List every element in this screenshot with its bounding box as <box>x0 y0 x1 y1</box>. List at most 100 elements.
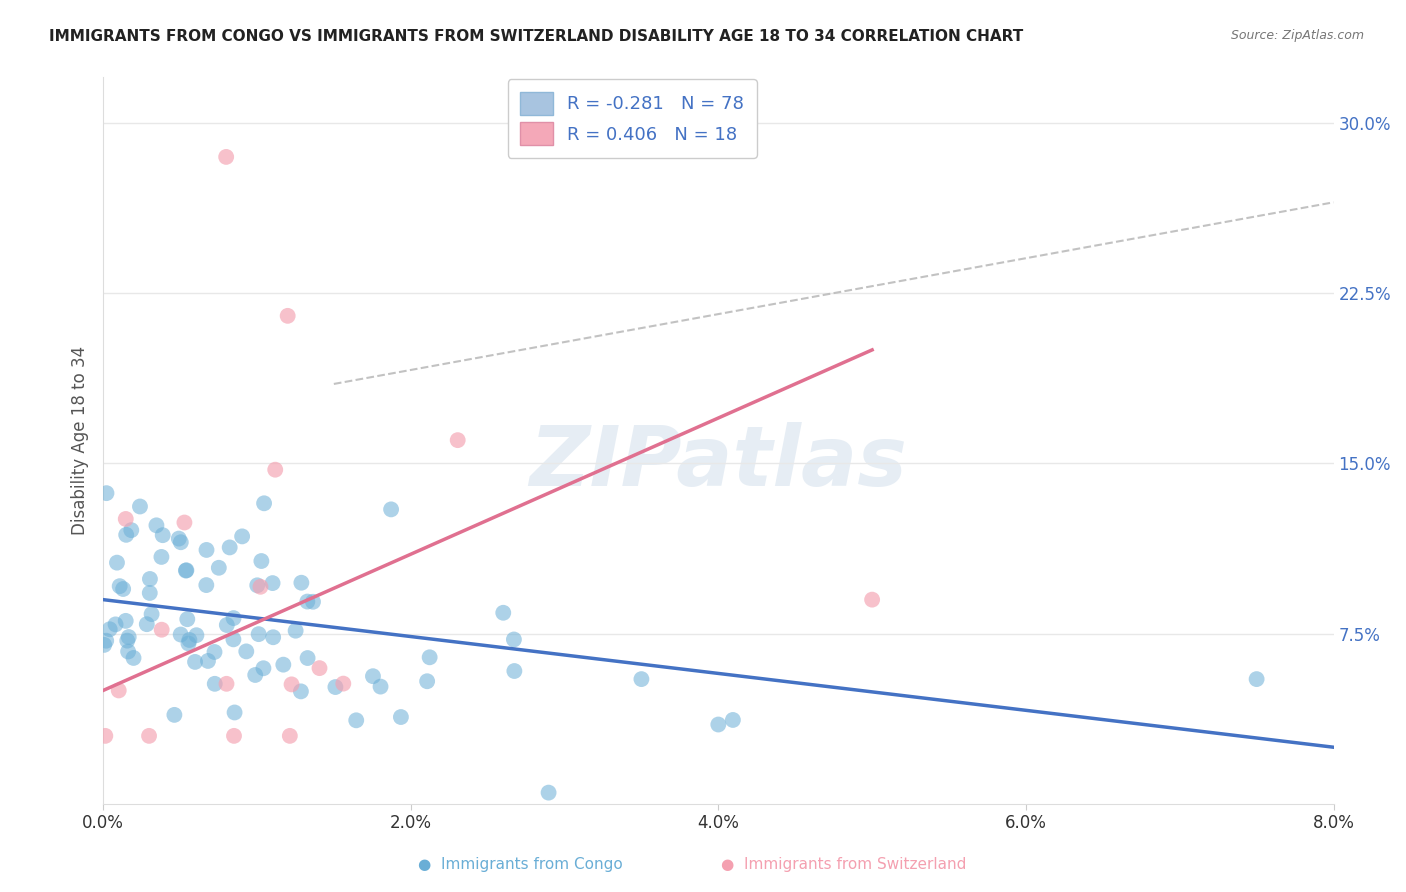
Point <box>224 706 246 720</box>
Point <box>184 655 207 669</box>
Point <box>107 683 129 698</box>
Point <box>139 586 162 600</box>
Point <box>105 556 128 570</box>
Point <box>179 632 201 647</box>
Point <box>247 627 270 641</box>
Point <box>145 518 167 533</box>
Point <box>630 672 652 686</box>
Point <box>332 676 354 690</box>
Point <box>325 680 347 694</box>
Point <box>96 633 118 648</box>
Point <box>195 578 218 592</box>
Point <box>129 500 152 514</box>
Point <box>245 668 267 682</box>
Point <box>370 680 392 694</box>
Point <box>186 628 208 642</box>
Point <box>195 543 218 558</box>
Point <box>120 523 142 537</box>
Point <box>117 633 139 648</box>
Point <box>150 623 173 637</box>
Point <box>122 651 145 665</box>
Point <box>176 563 198 577</box>
Text: ●  Immigrants from Switzerland: ● Immigrants from Switzerland <box>721 857 966 872</box>
Point <box>98 622 121 636</box>
Point <box>262 630 284 644</box>
Point <box>222 729 245 743</box>
Point <box>1246 672 1268 686</box>
Point <box>135 617 157 632</box>
Point <box>114 512 136 526</box>
Point <box>284 624 307 638</box>
Point <box>204 645 226 659</box>
Point <box>173 516 195 530</box>
Point <box>721 713 744 727</box>
Point <box>860 592 883 607</box>
Point <box>253 496 276 510</box>
Point <box>215 150 238 164</box>
Point <box>118 630 141 644</box>
Point <box>707 717 730 731</box>
Point <box>141 607 163 621</box>
Point <box>174 564 197 578</box>
Text: Source: ZipAtlas.com: Source: ZipAtlas.com <box>1230 29 1364 42</box>
Point <box>344 714 367 728</box>
Point <box>503 632 526 647</box>
Point <box>503 664 526 678</box>
Point <box>115 528 138 542</box>
Point <box>152 528 174 542</box>
Legend: R = -0.281   N = 78, R = 0.406   N = 18: R = -0.281 N = 78, R = 0.406 N = 18 <box>508 79 756 158</box>
Point <box>139 572 162 586</box>
Point <box>380 502 402 516</box>
Point <box>114 614 136 628</box>
Point <box>308 661 330 675</box>
Point <box>93 638 115 652</box>
Text: IMMIGRANTS FROM CONGO VS IMMIGRANTS FROM SWITZERLAND DISABILITY AGE 18 TO 34 COR: IMMIGRANTS FROM CONGO VS IMMIGRANTS FROM… <box>49 29 1024 44</box>
Point <box>170 627 193 641</box>
Point <box>537 786 560 800</box>
Point <box>419 650 441 665</box>
Point <box>264 463 287 477</box>
Point <box>277 309 299 323</box>
Point <box>208 561 231 575</box>
Point <box>170 535 193 549</box>
Point <box>163 707 186 722</box>
Point <box>447 433 470 447</box>
Point <box>150 549 173 564</box>
Point <box>273 657 295 672</box>
Point <box>262 576 284 591</box>
Point <box>302 595 325 609</box>
Point <box>222 611 245 625</box>
Point <box>96 486 118 500</box>
Point <box>215 677 238 691</box>
Point <box>112 582 135 596</box>
Point <box>246 578 269 592</box>
Point <box>361 669 384 683</box>
Point <box>117 644 139 658</box>
Point <box>215 618 238 632</box>
Point <box>177 636 200 650</box>
Point <box>204 677 226 691</box>
Point <box>252 661 274 675</box>
Point <box>176 612 198 626</box>
Point <box>416 674 439 689</box>
Point <box>297 651 319 665</box>
Y-axis label: Disability Age 18 to 34: Disability Age 18 to 34 <box>72 346 89 535</box>
Point <box>104 617 127 632</box>
Point <box>138 729 160 743</box>
Point <box>389 710 412 724</box>
Point <box>218 541 240 555</box>
Point <box>197 654 219 668</box>
Point <box>231 529 253 543</box>
Text: ●  Immigrants from Congo: ● Immigrants from Congo <box>418 857 623 872</box>
Point <box>108 579 131 593</box>
Point <box>492 606 515 620</box>
Point <box>290 575 312 590</box>
Text: ZIPatlas: ZIPatlas <box>530 422 907 503</box>
Point <box>222 632 245 647</box>
Point <box>280 677 302 691</box>
Point <box>297 594 319 608</box>
Point <box>235 644 257 658</box>
Point <box>250 554 273 568</box>
Point <box>249 580 271 594</box>
Point <box>290 684 312 698</box>
